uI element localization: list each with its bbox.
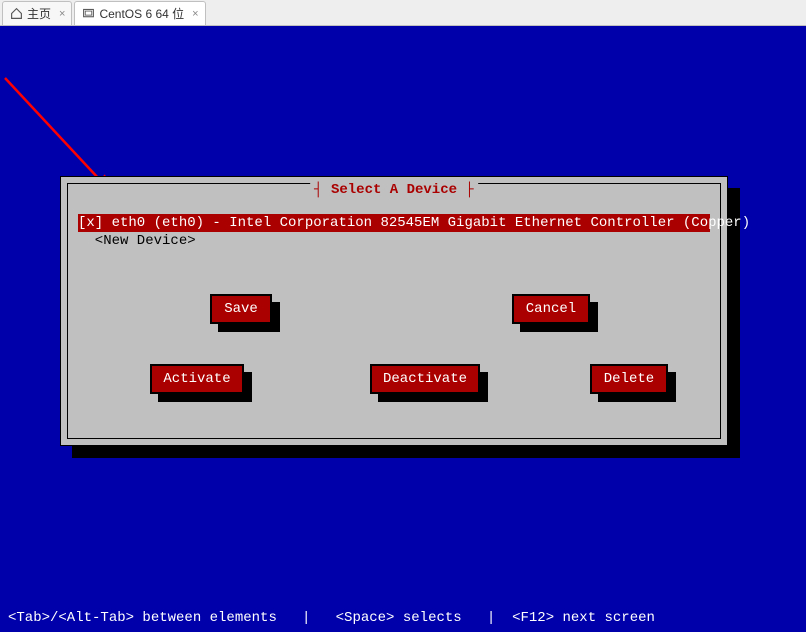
home-icon (9, 7, 23, 21)
dialog-title: ┤ Select A Device ├ (310, 182, 478, 198)
tab-bar: 主页 × CentOS 6 64 位 × (0, 0, 806, 26)
delete-button[interactable]: Delete (590, 364, 668, 394)
device-row-new[interactable]: <New Device> (78, 232, 710, 250)
tab-vm[interactable]: CentOS 6 64 位 × (74, 1, 205, 25)
vm-icon (81, 7, 95, 21)
save-button[interactable]: Save (210, 294, 272, 324)
terminal-screen: ┤ Select A Device ├ [x] eth0 (eth0) - In… (0, 26, 806, 632)
close-icon[interactable]: × (192, 8, 198, 20)
activate-button[interactable]: Activate (150, 364, 244, 394)
device-list: [x] eth0 (eth0) - Intel Corporation 8254… (78, 214, 710, 250)
tab-vm-label: CentOS 6 64 位 (99, 5, 184, 22)
dialog-frame: ┤ Select A Device ├ [x] eth0 (eth0) - In… (67, 183, 721, 439)
footer-help-text: <Tab>/<Alt-Tab> between elements | <Spac… (8, 610, 655, 626)
delete-button-label: Delete (604, 371, 654, 387)
tab-home[interactable]: 主页 × (2, 1, 72, 25)
save-button-label: Save (224, 301, 258, 317)
deactivate-button-label: Deactivate (383, 371, 467, 387)
activate-button-label: Activate (163, 371, 230, 387)
close-icon[interactable]: × (59, 8, 65, 20)
device-dialog: ┤ Select A Device ├ [x] eth0 (eth0) - In… (60, 176, 728, 446)
cancel-button[interactable]: Cancel (512, 294, 590, 324)
deactivate-button[interactable]: Deactivate (370, 364, 480, 394)
tab-home-label: 主页 (27, 5, 51, 22)
device-row-eth0[interactable]: [x] eth0 (eth0) - Intel Corporation 8254… (78, 214, 710, 232)
cancel-button-label: Cancel (526, 301, 576, 317)
